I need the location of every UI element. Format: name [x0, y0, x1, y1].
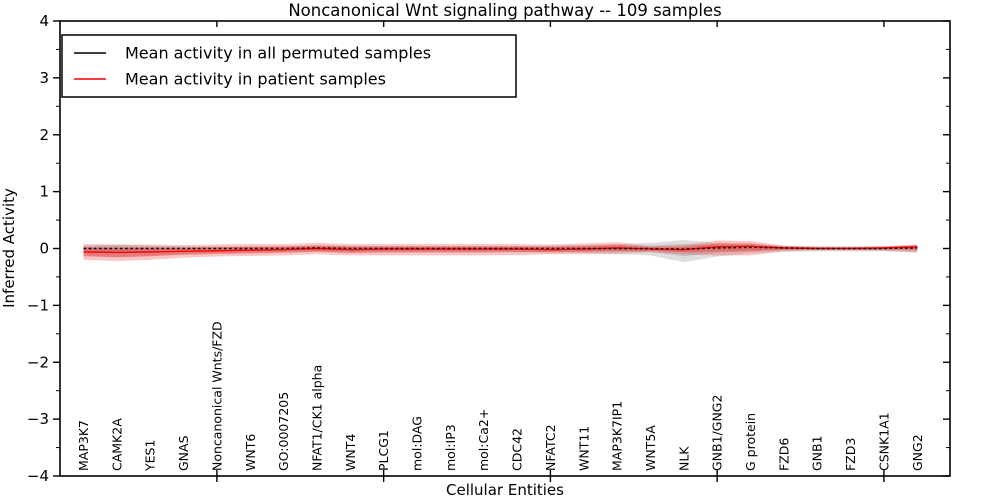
x-category-label: YES1 — [143, 440, 158, 472]
x-category-label: FZD6 — [776, 438, 791, 471]
x-axis-label: Cellular Entities — [446, 481, 564, 499]
x-category-label: CDC42 — [510, 428, 525, 471]
legend-box: Mean activity in all permuted samples Mea… — [61, 34, 517, 98]
x-category-label: Noncanonical Wnts/FZD — [209, 321, 224, 471]
legend-frame — [61, 34, 517, 98]
x-category-label: GNAS — [176, 435, 191, 471]
y-tick-label: −4 — [27, 467, 49, 485]
x-category-label: FZD3 — [843, 438, 858, 471]
x-category-label: mol:IP3 — [443, 424, 458, 471]
y-tick-label: 2 — [39, 126, 49, 144]
x-category-label: GNB1/GNG2 — [710, 395, 725, 471]
y-tick-label: 1 — [39, 183, 49, 201]
legend-entry-label: Mean activity in all permuted samples — [125, 44, 431, 63]
x-category-label: WNT4 — [343, 434, 358, 471]
x-category-label: CSNK1A1 — [876, 412, 891, 471]
y-tick-label: −3 — [27, 410, 49, 428]
y-tick-label: 0 — [39, 240, 49, 258]
y-tick-label: −2 — [27, 353, 49, 371]
x-category-label: NFAT1/CK1 alpha — [309, 365, 324, 471]
x-category-label: NLK — [676, 446, 691, 471]
legend-entry-label: Mean activity in patient samples — [125, 70, 386, 89]
x-category-label: mol:DAG — [410, 416, 425, 471]
permuted-mean-line — [83, 246, 918, 250]
x-category-label: CAMK2A — [109, 418, 124, 471]
x-category-label: MAP3K7 — [76, 420, 91, 471]
y-tick-label: 3 — [39, 69, 49, 87]
x-category-label: WNT5A — [643, 425, 658, 471]
y-axis-label: Inferred Activity — [0, 188, 18, 308]
x-category-label: WNT11 — [576, 426, 591, 471]
x-category-label: MAP3K7IP1 — [610, 401, 625, 471]
x-category-label: GNB1 — [810, 435, 825, 471]
x-category-label: WNT6 — [243, 434, 258, 471]
chart-title: Noncanonical Wnt signaling pathway -- 10… — [288, 1, 721, 20]
series-lines — [83, 245, 918, 254]
y-tick-label: −1 — [27, 296, 49, 314]
x-category-label: GO:0007205 — [276, 392, 291, 471]
axes: −4 −3 −2 −1 0 1 2 3 4 MAP3K7 CAMK2A YES1 GNAS Noncano… — [27, 12, 951, 485]
patient-band-outer — [83, 240, 918, 262]
x-category-label: PLCG1 — [376, 430, 391, 471]
x-category-label: G protein — [743, 413, 758, 471]
x-category-label: GNG2 — [910, 434, 925, 471]
x-category-label: mol:Ca2+ — [476, 409, 491, 471]
permuted-band-outer — [83, 239, 918, 263]
x-category-label: NFATC2 — [543, 424, 558, 471]
y-tick-label: 4 — [39, 12, 49, 30]
